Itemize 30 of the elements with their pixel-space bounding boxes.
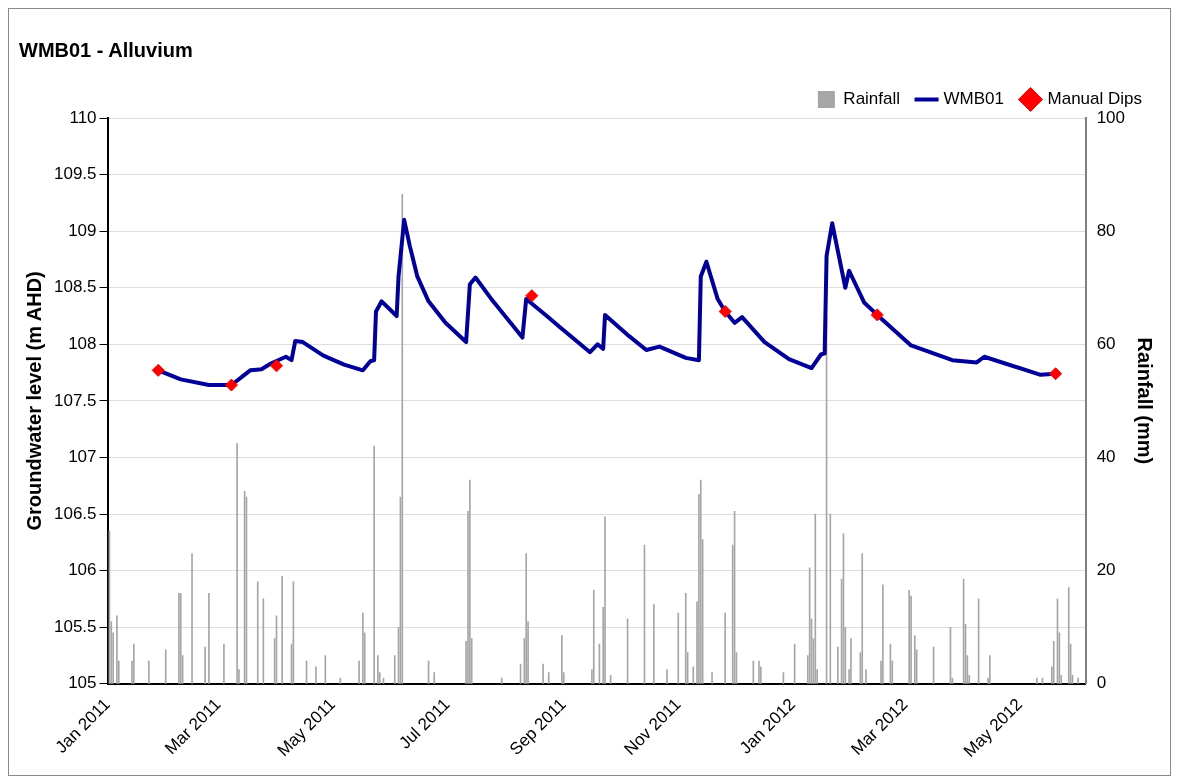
point	[224, 378, 238, 392]
y-tick-label: 106	[68, 560, 97, 580]
point	[270, 359, 283, 373]
point	[870, 308, 884, 322]
y-tick-label: 109	[68, 220, 97, 240]
y-tick-label: 110	[69, 107, 97, 127]
y-tick-label: 108	[68, 334, 97, 353]
y-tick-label: 106.5	[53, 503, 97, 523]
point	[525, 289, 539, 303]
y2-tick-label: 40	[1096, 447, 1116, 467]
y-tick-label: 109.5	[53, 164, 97, 184]
y2-tick-label: 20	[1096, 560, 1116, 580]
y-tick-label: 107	[68, 447, 97, 467]
y2-tick-label: 0	[1096, 673, 1107, 693]
chart-title: WMB01 - Alluvium	[19, 38, 193, 61]
y2-axis-title: Rainfall (mm)	[1134, 337, 1157, 465]
y-tick-label: 105.5	[53, 616, 97, 636]
legend-label: Manual Dips	[1047, 89, 1143, 109]
y-tick-label: 105	[68, 673, 97, 693]
point	[151, 363, 165, 377]
y2-tick-label: 80	[1096, 220, 1116, 240]
y-tick-label: 107.5	[53, 390, 97, 410]
legend-label: WMB01	[943, 89, 1005, 109]
y2-tick-label: 100	[1096, 107, 1126, 127]
point	[718, 305, 732, 318]
y2-tick-label: 60	[1096, 334, 1116, 353]
y-axis-title: Groundwater level (m AHD)	[22, 271, 45, 531]
point	[1049, 367, 1063, 381]
y-tick-label: 108.5	[53, 277, 97, 297]
legend-label: Rainfall	[843, 89, 901, 109]
